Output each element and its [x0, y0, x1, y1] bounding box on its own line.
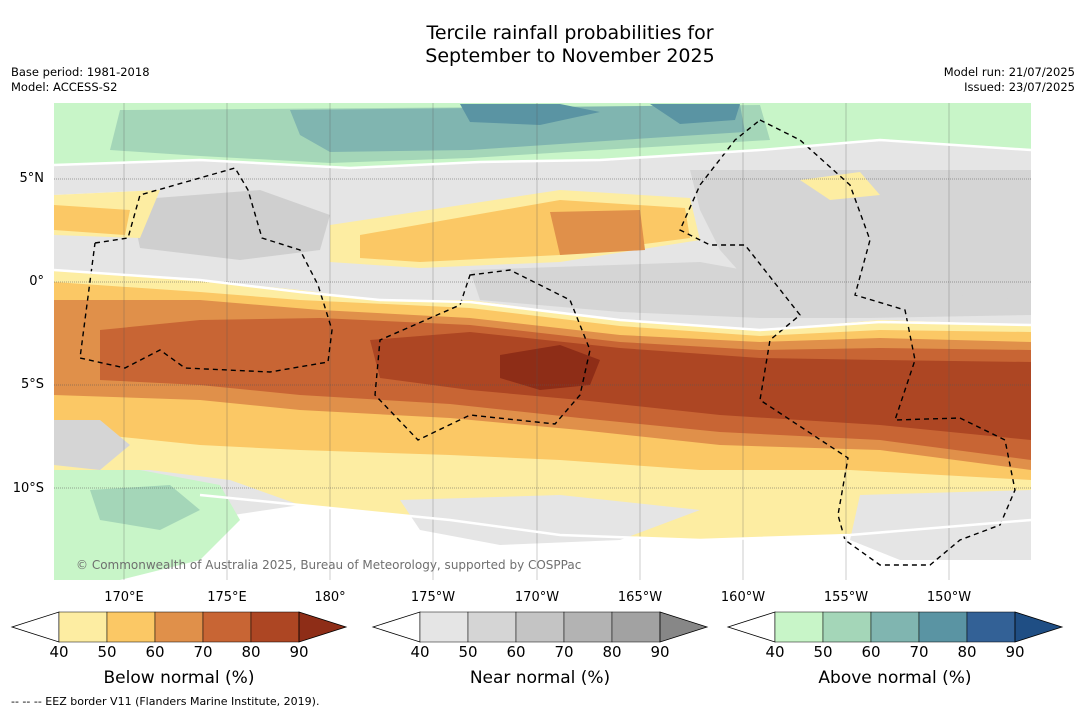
colorbar-tick-label: 60 [145, 643, 165, 661]
colorbar-tick-label: 50 [97, 643, 117, 661]
lat-label-5s: 5°S [20, 377, 44, 392]
colorbar-below-normal [10, 611, 348, 643]
colorbar-tick-label: 70 [193, 643, 213, 661]
colorbar-title-above: Above normal (%) [818, 668, 972, 688]
model-run-text: Model run: 21/07/2025 [943, 65, 1075, 79]
colorbar-tick-label: 70 [909, 643, 929, 661]
lon-label-165w: 165°W [617, 590, 663, 605]
lat-label-10s: 10°S [12, 481, 44, 496]
lat-label-5n: 5°N [19, 171, 45, 186]
colorbar-tick-label: 40 [49, 643, 69, 661]
colorbar-title-near: Near normal (%) [469, 668, 611, 688]
colorbar-tick-label: 40 [765, 643, 785, 661]
colorbar-tick-label: 40 [410, 643, 430, 661]
lon-label-175w: 175°W [410, 590, 456, 605]
near-normal-region-south [54, 470, 1031, 560]
colorbar-swatch [611, 611, 661, 643]
colorbar-tick-label: 50 [458, 643, 478, 661]
below-normal-region-90 [500, 345, 600, 390]
map-title: Tercile rainfall probabilities for Septe… [0, 22, 1085, 68]
lon-label-155w: 155°W [823, 590, 869, 605]
meta-left: Base period: 1981-2018 Model: ACCESS-S2 [11, 65, 150, 94]
lon-label-170e: 170°E [104, 590, 144, 605]
colorbar-tick-label: 60 [861, 643, 881, 661]
colorbar-swatch [822, 611, 872, 643]
lon-label-170w: 170°W [514, 590, 560, 605]
colorbar-tick-label: 90 [1005, 643, 1025, 661]
issued-text: Issued: 23/07/2025 [964, 79, 1075, 94]
colorbar-tick-label: 90 [650, 643, 670, 661]
colorbars-svg [10, 611, 1064, 643]
colorbar-swatch [58, 611, 108, 643]
graticule [54, 103, 1031, 580]
colorbar-swatch [106, 611, 156, 643]
probability-field [54, 103, 1031, 580]
colorbar-tick-label: 50 [813, 643, 833, 661]
colorbar-swatch [563, 611, 613, 643]
near-normal-region-central [470, 262, 1031, 318]
eez-borders [79, 119, 1016, 566]
colorbar-swatch [774, 611, 824, 643]
colorbar-near-normal [371, 611, 709, 643]
eez-legend-note: -- -- -- EEZ border V11 (Flanders Marine… [11, 695, 320, 708]
lon-label-180: 180° [314, 590, 346, 605]
colorbar-tick-label: 80 [957, 643, 977, 661]
base-period-text: Base period: 1981-2018 [11, 65, 150, 79]
colorbar-tick-label: 80 [241, 643, 261, 661]
lat-label-0: 0° [29, 274, 44, 289]
colorbar-below-40-triangle [371, 611, 421, 643]
near-normal-region-east [690, 170, 1031, 310]
copyright-text: © Commonwealth of Australia 2025, Bureau… [76, 558, 582, 572]
colorbar-tick-label: 70 [554, 643, 574, 661]
colorbar-below-40-triangle [10, 611, 60, 643]
title-line-2: September to November 2025 [425, 45, 715, 67]
lon-label-160w: 160°W [720, 590, 766, 605]
colorbar-swatch [467, 611, 517, 643]
above-normal-region-south-deep [90, 485, 200, 530]
colorbar-swatch [966, 611, 1016, 643]
above-normal-region-north-core [460, 104, 740, 125]
meta-right: Model run: 21/07/2025 Issued: 23/07/2025 [944, 65, 1075, 94]
colorbar-max-triangle [298, 611, 348, 643]
colorbar-swatch [250, 611, 300, 643]
lon-label-175e: 175°E [207, 590, 247, 605]
colorbar-swatch [918, 611, 968, 643]
colorbar-title-below: Below normal (%) [103, 668, 255, 688]
colorbar-swatch [419, 611, 469, 643]
colorbar-above-normal [726, 611, 1064, 643]
lon-label-150w: 150°W [926, 590, 972, 605]
colorbar-swatch [870, 611, 920, 643]
colorbar-max-triangle [1014, 611, 1064, 643]
colorbar-max-triangle [659, 611, 709, 643]
model-text: Model: ACCESS-S2 [11, 79, 118, 94]
above-normal-region-north-deep [290, 105, 745, 152]
colorbar-tick-label: 60 [506, 643, 526, 661]
colorbar-tick-label: 90 [289, 643, 309, 661]
colorbar-swatch [202, 611, 252, 643]
colorbar-swatch [154, 611, 204, 643]
near-normal-region-southwest [54, 420, 130, 470]
near-normal-region-west [130, 190, 330, 260]
category-boundaries [53, 138, 1032, 542]
colorbar-below-40-triangle [726, 611, 776, 643]
title-line-1: Tercile rainfall probabilities for [426, 22, 714, 44]
colorbar-tick-label: 80 [602, 643, 622, 661]
colorbar-swatch [515, 611, 565, 643]
